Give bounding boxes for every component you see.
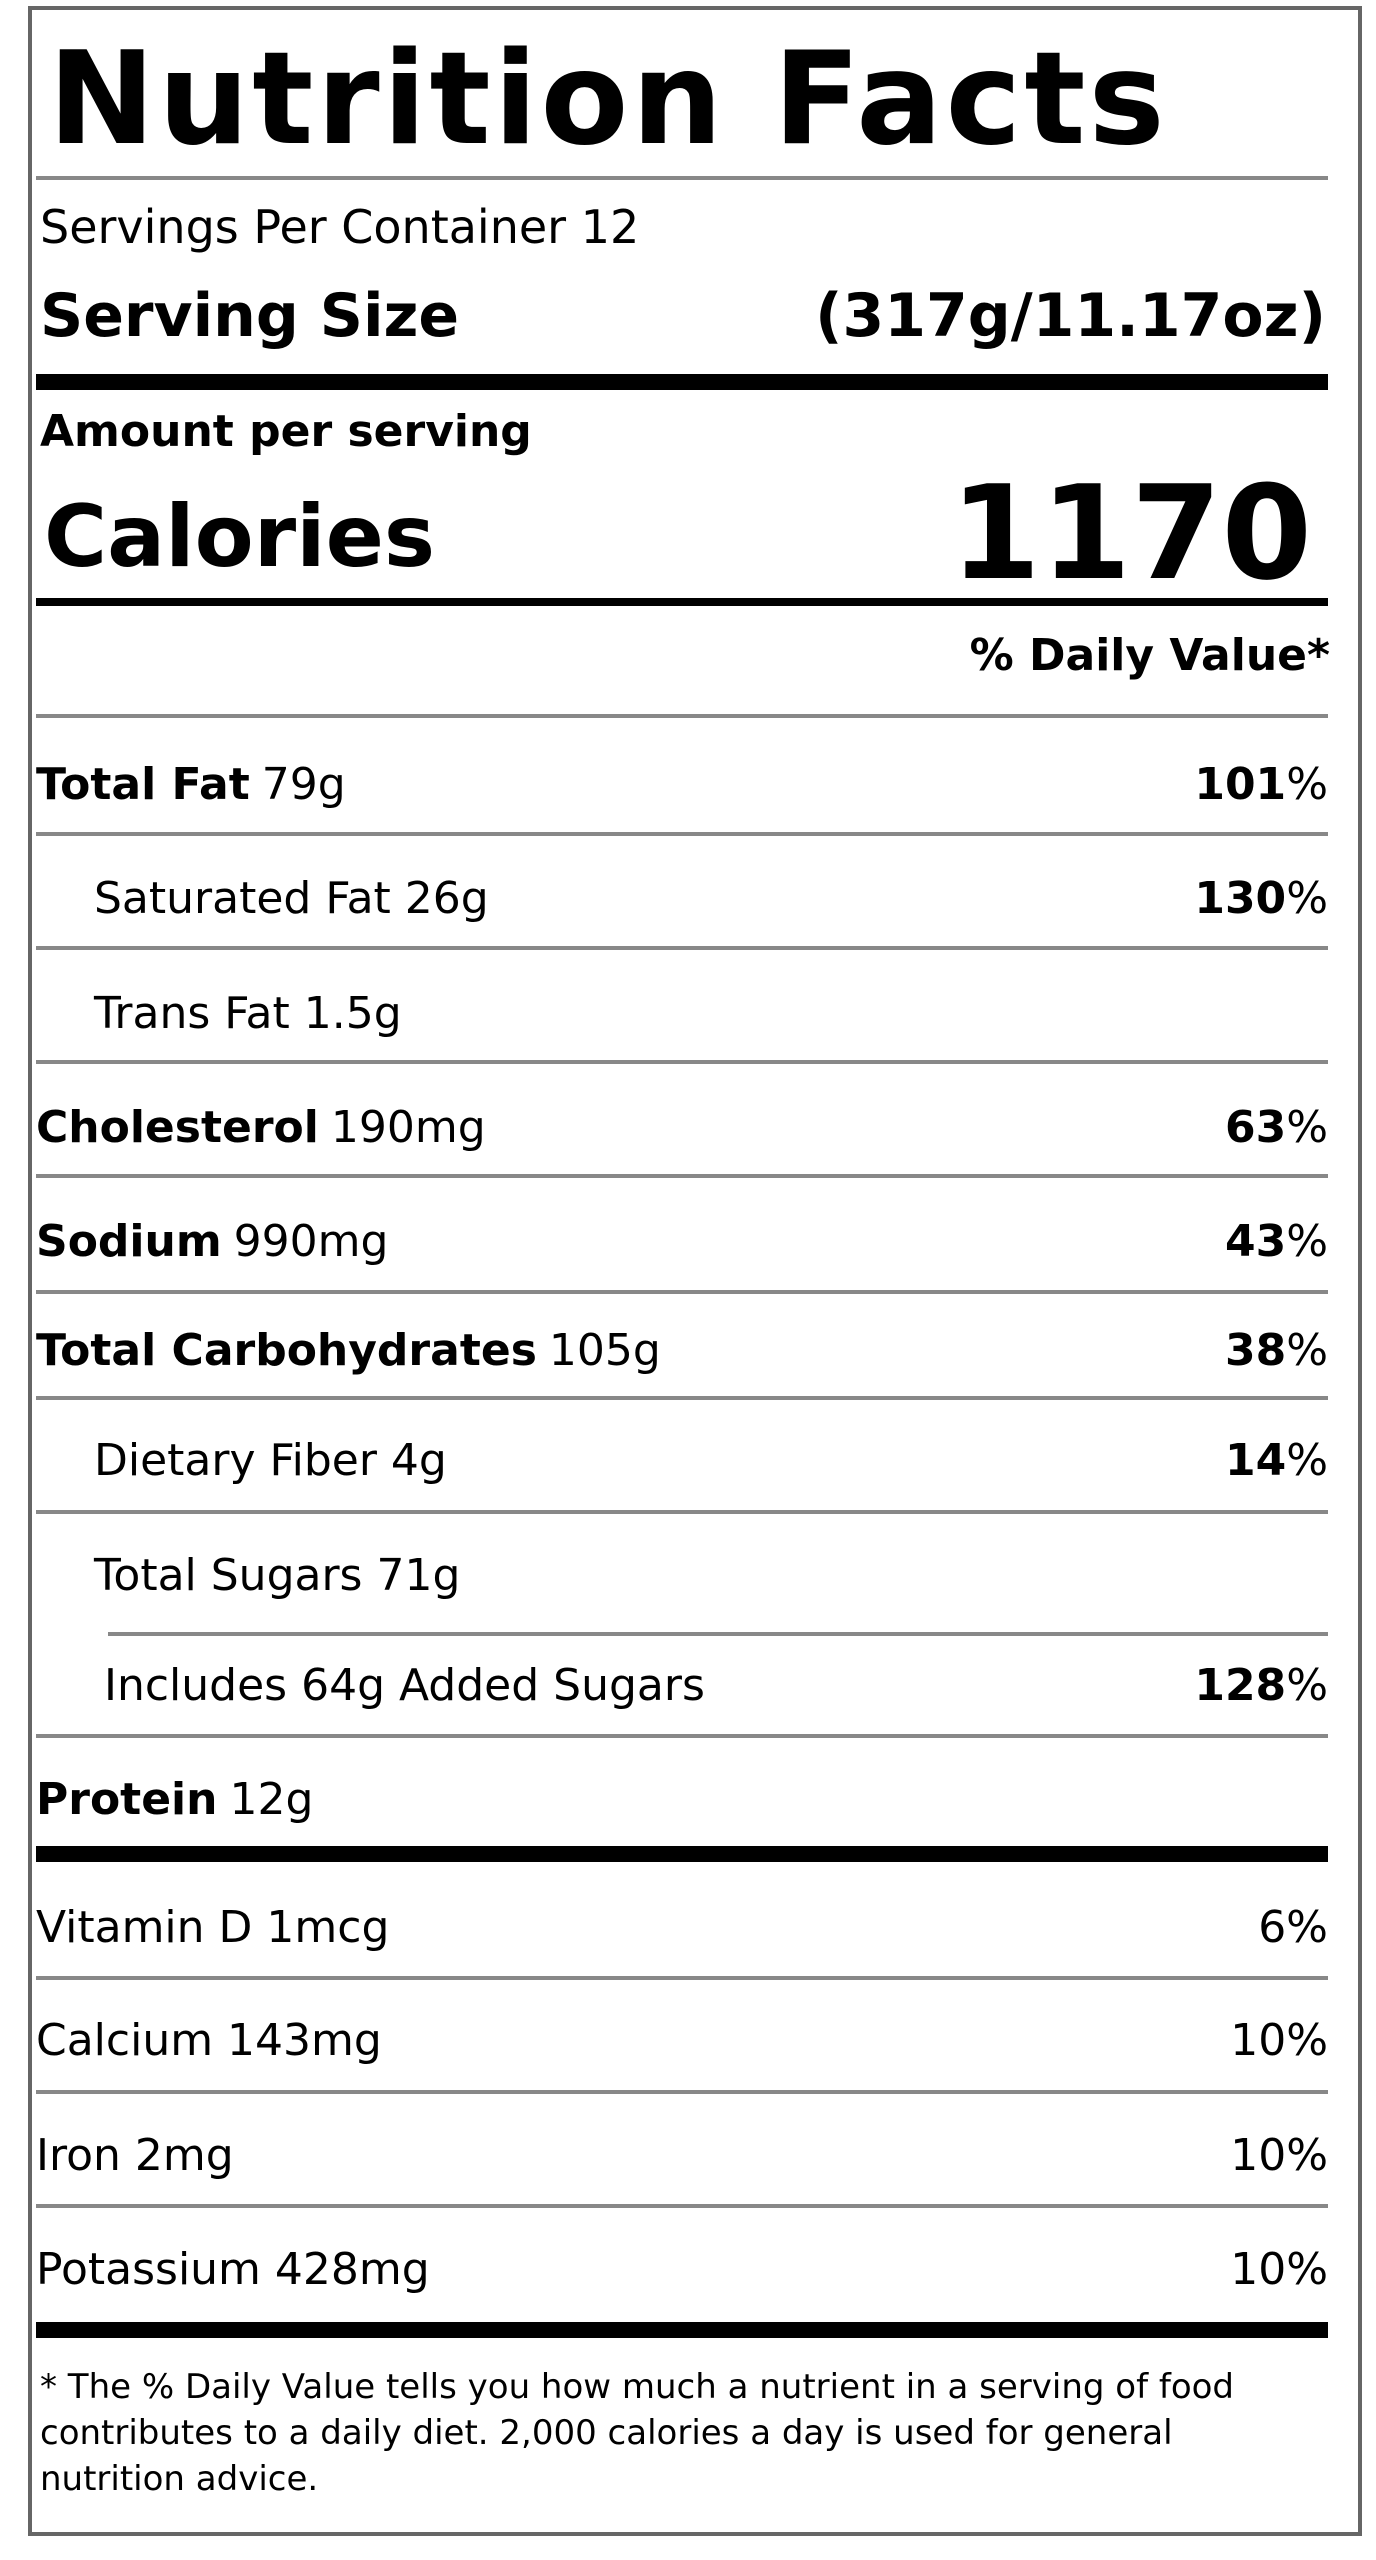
nutrient-name: Saturated Fat 26g: [94, 873, 489, 924]
divider: [36, 832, 1328, 836]
divider: [36, 1510, 1328, 1514]
nutrient-name: Cholesterol: [36, 1102, 319, 1153]
amount-per-serving: Amount per serving: [40, 406, 532, 457]
nutrient-name: Dietary Fiber 4g: [94, 1435, 447, 1486]
divider: [36, 714, 1328, 718]
divider: [36, 176, 1328, 180]
nutrient-row-cholesterol: Cholesterol 190mg 63%: [36, 1098, 1328, 1158]
vitamin-row-vitamin-d: Vitamin D 1mcg 6%: [36, 1898, 1328, 1958]
vitamin-row-calcium: Calcium 143mg 10%: [36, 2011, 1328, 2071]
divider: [108, 1632, 1328, 1636]
serving-size-value: (317g/11.17oz): [815, 281, 1326, 351]
divider: [36, 1290, 1328, 1294]
divider: [36, 1396, 1328, 1400]
nutrient-row-total-carbohydrates: Total Carbohydrates 105g 38%: [36, 1321, 1328, 1381]
nutrient-name: Total Fat: [36, 759, 250, 810]
vitamin-name: Potassium 428mg: [36, 2244, 430, 2295]
thick-divider: [36, 1846, 1328, 1862]
nutrient-name: Total Carbohydrates: [36, 1325, 537, 1376]
vitamin-dv: 6%: [1258, 1902, 1328, 1953]
nutrient-name: Sodium: [36, 1216, 222, 1267]
divider: [36, 1734, 1328, 1738]
thick-divider: [36, 374, 1328, 390]
nutrient-name: Includes 64g Added Sugars: [104, 1660, 705, 1711]
nutrient-row-protein: Protein 12g: [36, 1770, 1328, 1830]
percent-sign: %: [1286, 1660, 1328, 1711]
divider: [36, 1976, 1328, 1980]
serving-size-label: Serving Size: [40, 281, 460, 351]
percent-sign: %: [1286, 1325, 1328, 1376]
daily-value-footnote: * The % Daily Value tells you how much a…: [40, 2367, 1235, 2499]
nutrient-row-total-sugars: Total Sugars 71g: [36, 1546, 1328, 1606]
nutrient-row-added-sugars: Includes 64g Added Sugars 128%: [36, 1656, 1328, 1716]
percent-sign: %: [1286, 1435, 1328, 1486]
serving-size-row: Serving Size (317g/11.17oz): [40, 286, 1326, 346]
nutrient-amount: 990mg: [233, 1216, 389, 1267]
nutrient-row-dietary-fiber: Dietary Fiber 4g 14%: [36, 1431, 1328, 1491]
nutrient-amount: 12g: [229, 1774, 314, 1825]
vitamin-name: Iron 2mg: [36, 2130, 234, 2181]
divider: [36, 946, 1328, 950]
nutrient-amount: 190mg: [330, 1102, 486, 1153]
percent-sign: %: [1286, 759, 1328, 810]
divider: [36, 1174, 1328, 1178]
nutrient-amount: 105g: [548, 1325, 661, 1376]
nutrient-row-saturated-fat: Saturated Fat 26g 130%: [36, 869, 1328, 929]
daily-value: 101: [1194, 759, 1287, 810]
divider: [36, 1060, 1328, 1064]
calories-value: 1170: [950, 457, 1312, 609]
medium-divider: [36, 598, 1328, 606]
vitamin-dv: 10%: [1230, 2244, 1328, 2295]
daily-value-header: % Daily Value*: [969, 630, 1330, 681]
thick-divider: [36, 2322, 1328, 2338]
percent-sign: %: [1286, 1102, 1328, 1153]
nutrient-row-trans-fat: Trans Fat 1.5g: [36, 984, 1328, 1044]
nutrient-name: Trans Fat 1.5g: [94, 988, 402, 1039]
vitamin-row-potassium: Potassium 428mg 10%: [36, 2240, 1328, 2300]
nutrient-name: Total Sugars 71g: [94, 1550, 461, 1601]
daily-value: 14: [1224, 1435, 1287, 1486]
percent-sign: %: [1286, 873, 1328, 924]
divider: [36, 2204, 1328, 2208]
nutrient-row-total-fat: Total Fat 79g 101%: [36, 755, 1328, 815]
label-title: Nutrition Facts: [48, 25, 1168, 174]
calories-label: Calories: [44, 487, 436, 587]
vitamin-dv: 10%: [1230, 2015, 1328, 2066]
daily-value: 38: [1224, 1325, 1287, 1376]
vitamin-name: Calcium 143mg: [36, 2015, 382, 2066]
daily-value: 63: [1224, 1102, 1287, 1153]
nutrient-name: Protein: [36, 1774, 218, 1825]
daily-value: 43: [1224, 1216, 1287, 1267]
daily-value: 128: [1194, 1660, 1287, 1711]
daily-value: 130: [1194, 873, 1287, 924]
percent-sign: %: [1286, 1216, 1328, 1267]
vitamin-dv: 10%: [1230, 2130, 1328, 2181]
vitamin-row-iron: Iron 2mg 10%: [36, 2126, 1328, 2186]
nutrition-label: [28, 6, 1362, 2536]
nutrient-amount: 79g: [261, 759, 346, 810]
nutrient-row-sodium: Sodium 990mg 43%: [36, 1212, 1328, 1272]
divider: [36, 2090, 1328, 2094]
servings-per-container: Servings Per Container 12: [40, 200, 640, 254]
vitamin-name: Vitamin D 1mcg: [36, 1902, 390, 1953]
